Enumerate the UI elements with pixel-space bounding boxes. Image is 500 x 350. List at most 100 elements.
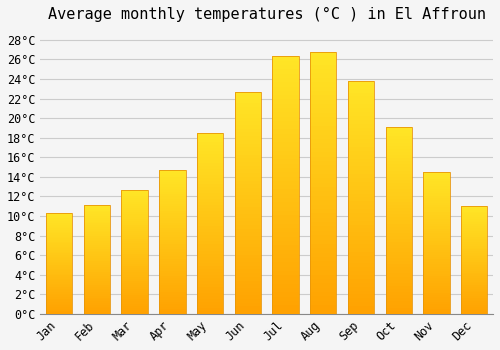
Bar (122, 262, 148, 264)
Bar (159, 173, 186, 175)
Bar (84, 216, 110, 218)
Bar (424, 264, 450, 267)
Bar (197, 163, 224, 166)
Bar (310, 82, 336, 86)
Bar (159, 206, 186, 208)
Bar (424, 269, 450, 271)
Bar (424, 181, 450, 184)
Bar (461, 212, 487, 214)
Bar (386, 127, 412, 130)
Bar (272, 250, 299, 254)
Bar (424, 302, 450, 304)
Bar (122, 266, 148, 268)
Bar (84, 281, 110, 283)
Bar (310, 95, 336, 100)
Bar (424, 179, 450, 181)
Bar (310, 126, 336, 130)
Bar (272, 104, 299, 108)
Bar (197, 302, 224, 305)
Bar (348, 248, 374, 252)
Bar (159, 261, 186, 264)
Bar (46, 282, 72, 284)
Bar (461, 300, 487, 301)
Bar (159, 256, 186, 259)
Bar (84, 301, 110, 303)
Bar (234, 169, 261, 173)
Bar (424, 189, 450, 191)
Bar (348, 139, 374, 143)
Bar (197, 133, 224, 136)
Bar (424, 293, 450, 295)
Bar (310, 244, 336, 248)
Bar (424, 312, 450, 314)
Bar (84, 271, 110, 272)
Bar (348, 178, 374, 182)
Bar (310, 135, 336, 139)
Bar (234, 162, 261, 166)
Bar (272, 254, 299, 258)
Bar (386, 208, 412, 211)
Bar (310, 248, 336, 253)
Bar (348, 209, 374, 213)
Bar (386, 258, 412, 261)
Bar (197, 226, 224, 229)
Bar (122, 194, 148, 196)
Bar (122, 254, 148, 256)
Bar (348, 310, 374, 314)
Bar (197, 160, 224, 163)
Bar (122, 252, 148, 254)
Bar (310, 226, 336, 231)
Bar (272, 185, 299, 189)
Bar (197, 175, 224, 178)
Bar (272, 181, 299, 185)
Bar (386, 170, 412, 174)
Bar (122, 289, 148, 291)
Bar (310, 301, 336, 305)
Bar (310, 266, 336, 270)
Bar (461, 217, 487, 219)
Bar (424, 217, 450, 219)
Bar (348, 97, 374, 100)
Bar (159, 182, 186, 184)
Bar (424, 226, 450, 229)
Bar (461, 274, 487, 276)
Bar (84, 294, 110, 296)
Bar (159, 199, 186, 201)
Bar (272, 215, 299, 219)
Bar (122, 202, 148, 204)
Bar (310, 139, 336, 144)
Bar (272, 69, 299, 73)
Bar (386, 130, 412, 133)
Bar (424, 203, 450, 205)
Bar (234, 195, 261, 199)
Bar (46, 241, 72, 243)
Bar (122, 306, 148, 308)
Bar (46, 232, 72, 233)
Bar (234, 136, 261, 140)
Bar (461, 276, 487, 278)
Bar (197, 211, 224, 214)
Bar (159, 175, 186, 177)
Bar (159, 297, 186, 300)
Bar (386, 214, 412, 217)
Bar (122, 237, 148, 239)
Bar (197, 154, 224, 157)
Bar (159, 266, 186, 268)
Bar (272, 284, 299, 288)
Bar (461, 233, 487, 235)
Bar (122, 210, 148, 212)
Bar (272, 86, 299, 91)
Bar (386, 242, 412, 245)
Bar (46, 297, 72, 299)
Bar (386, 161, 412, 164)
Bar (272, 91, 299, 95)
Bar (46, 250, 72, 252)
Bar (310, 209, 336, 214)
Bar (386, 252, 412, 255)
Bar (122, 283, 148, 285)
Bar (310, 144, 336, 148)
Bar (197, 232, 224, 236)
Bar (122, 308, 148, 310)
Bar (272, 228, 299, 232)
Bar (197, 245, 224, 247)
